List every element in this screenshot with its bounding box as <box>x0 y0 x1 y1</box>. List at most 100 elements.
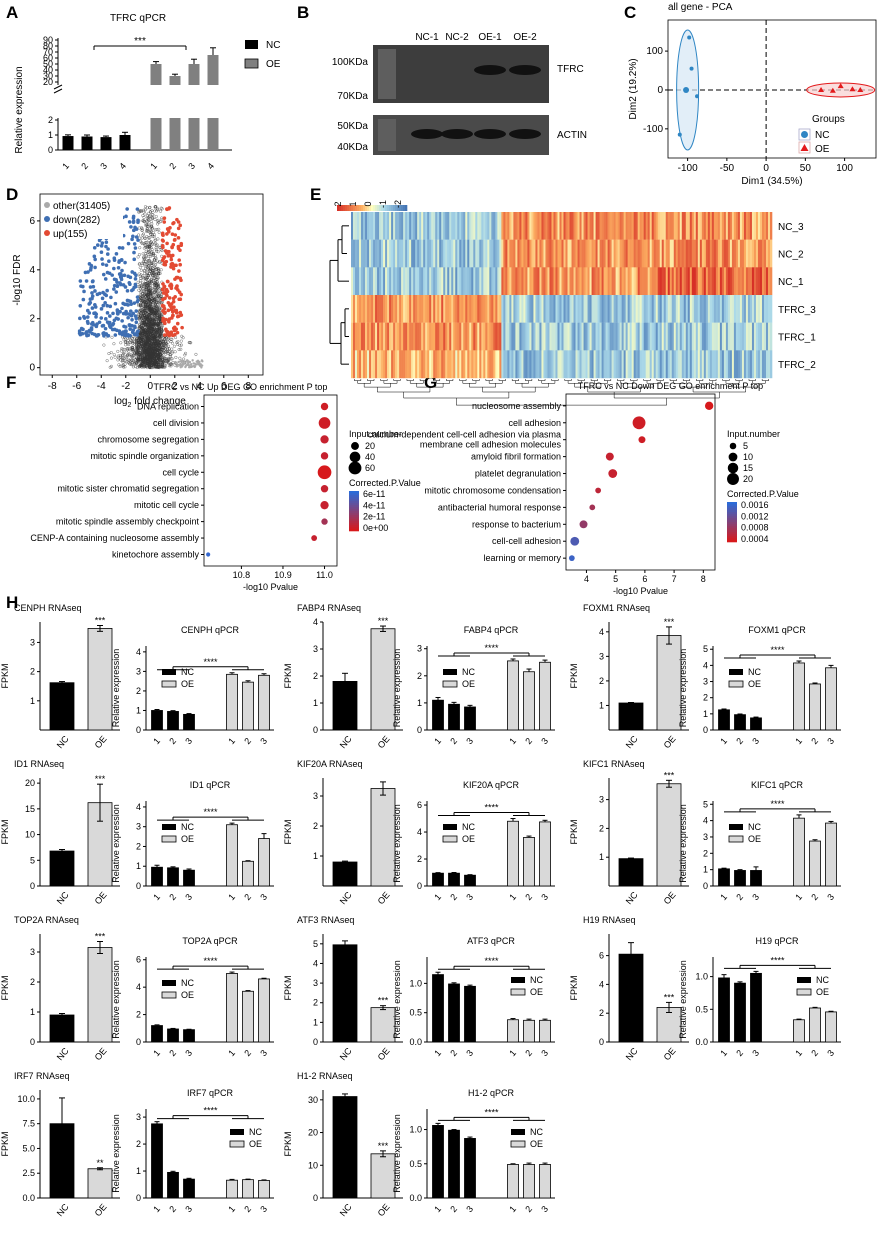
heatmap-cell <box>581 322 584 351</box>
heatmap-cell <box>599 295 602 323</box>
panel-e-row-label: NC_1 <box>778 277 804 288</box>
heatmap-cell <box>549 267 552 296</box>
panel-d-legend-label: other(31405) <box>53 201 110 212</box>
heatmap-cell <box>381 322 384 351</box>
heatmap-cell <box>477 239 480 268</box>
heatmap-cell <box>575 350 578 379</box>
heatmap-cell <box>579 267 582 296</box>
volcano-point-down <box>112 256 117 261</box>
heatmap-cell <box>731 322 735 351</box>
heatmap-cell <box>557 295 560 323</box>
volcano-point-up <box>167 253 172 257</box>
heatmap-cell <box>639 350 642 379</box>
heatmap-cell <box>753 267 757 296</box>
heatmap-cell <box>503 239 506 268</box>
panel-a-xtick-label: 2 <box>167 161 178 171</box>
heatmap-cell <box>661 295 665 323</box>
heatmap-cell <box>763 212 767 240</box>
heatmap-cell <box>605 322 608 351</box>
heatmap-cell <box>417 267 420 296</box>
heatmap-cell <box>461 212 464 240</box>
heatmap-cell <box>413 239 416 268</box>
heatmap-cell <box>529 239 532 268</box>
panel-c-legend-title: Groups <box>812 114 845 125</box>
heatmap-cell <box>443 267 446 296</box>
volcano-point-down <box>84 330 89 334</box>
panel-f-go-term-label: cell division <box>153 418 199 428</box>
heatmap-cell <box>507 350 510 379</box>
legend-swatch-nc <box>162 669 176 675</box>
heatmap-cell <box>591 212 594 240</box>
panel-f-go-color-bar <box>349 525 359 528</box>
heatmap-cell <box>747 212 751 240</box>
heatmap-cell <box>619 350 622 379</box>
volcano-point-other <box>134 365 138 369</box>
volcano-point-other <box>141 233 145 237</box>
heatmap-cell <box>447 295 450 323</box>
volcano-point-other <box>144 254 148 258</box>
heatmap-cell <box>393 212 396 240</box>
volcano-point-other <box>142 208 146 212</box>
heatmap-cell <box>499 267 502 296</box>
bar-nc <box>151 710 163 731</box>
volcano-point-other <box>110 335 114 339</box>
heatmap-cell <box>557 322 560 351</box>
volcano-point-down <box>100 296 105 301</box>
chart-ytick-label: 4 <box>313 617 318 627</box>
volcano-point-other <box>148 307 152 311</box>
panel-f-go-color-legend-label: 2e-11 <box>363 512 385 522</box>
xlabel-part: fold change <box>131 396 186 407</box>
heatmap-cell <box>583 295 586 323</box>
heatmap-cell <box>633 212 636 240</box>
bar-xtick-label: 1 <box>432 736 443 746</box>
panel-g-go-color-bar <box>727 514 737 517</box>
chart-ytick-label: 5 <box>30 855 35 865</box>
color-key-cell <box>361 205 364 211</box>
volcano-point-down <box>128 327 132 331</box>
volcano-point-down <box>95 292 100 297</box>
panel-b-blot: NC-1 NC-2 OE-1 OE-2100KDa70KDaTFRC50KDa40KD… <box>332 32 587 155</box>
volcano-point-up <box>171 299 176 304</box>
heatmap-cell <box>621 267 624 296</box>
color-key-cell <box>373 205 376 211</box>
heatmap-cell <box>549 212 552 240</box>
panel-c-point-nc <box>683 86 690 93</box>
panel-g-go-color-bar <box>727 520 737 523</box>
heatmap-cell <box>353 295 356 323</box>
heatmap-cell <box>763 267 767 296</box>
heatmap-cell <box>737 295 741 323</box>
heatmap-cell <box>413 212 416 240</box>
legend-swatch-nc <box>729 669 743 675</box>
volcano-point-other <box>121 353 125 357</box>
volcano-point-down <box>88 285 93 289</box>
volcano-point-down <box>120 319 124 323</box>
heatmap-cell <box>671 239 675 268</box>
heatmap-cell <box>481 350 484 379</box>
panel-g-go-size-legend-label: 5 <box>743 441 748 451</box>
volcano-point-other <box>121 358 125 362</box>
volcano-point-other <box>140 242 144 245</box>
heatmap-cell <box>567 322 570 351</box>
volcano-point-down <box>111 311 115 316</box>
heatmap-cell <box>419 239 422 268</box>
panel-letter-a: A <box>6 3 18 22</box>
heatmap-cell <box>757 267 761 296</box>
heatmap-cell <box>607 322 610 351</box>
heatmap-cell <box>507 212 510 240</box>
heatmap-cell <box>545 267 548 296</box>
volcano-point-other <box>150 216 154 220</box>
heatmap-cell <box>493 350 496 379</box>
volcano-point-other <box>155 294 159 298</box>
heatmap-cell <box>459 350 462 379</box>
panel-f-go-color-legend-title: Corrected.P.Value <box>349 478 421 488</box>
volcano-point-other <box>149 294 153 298</box>
heatmap-cell <box>549 350 552 379</box>
volcano-point-other <box>141 296 145 300</box>
xlabel-part: log <box>114 396 127 407</box>
heatmap-cell <box>703 350 707 379</box>
volcano-point-down <box>104 240 109 245</box>
volcano-point-other <box>140 324 144 328</box>
heatmap-cell <box>383 239 386 268</box>
heatmap-cell <box>521 239 524 268</box>
volcano-point-other <box>148 284 152 288</box>
